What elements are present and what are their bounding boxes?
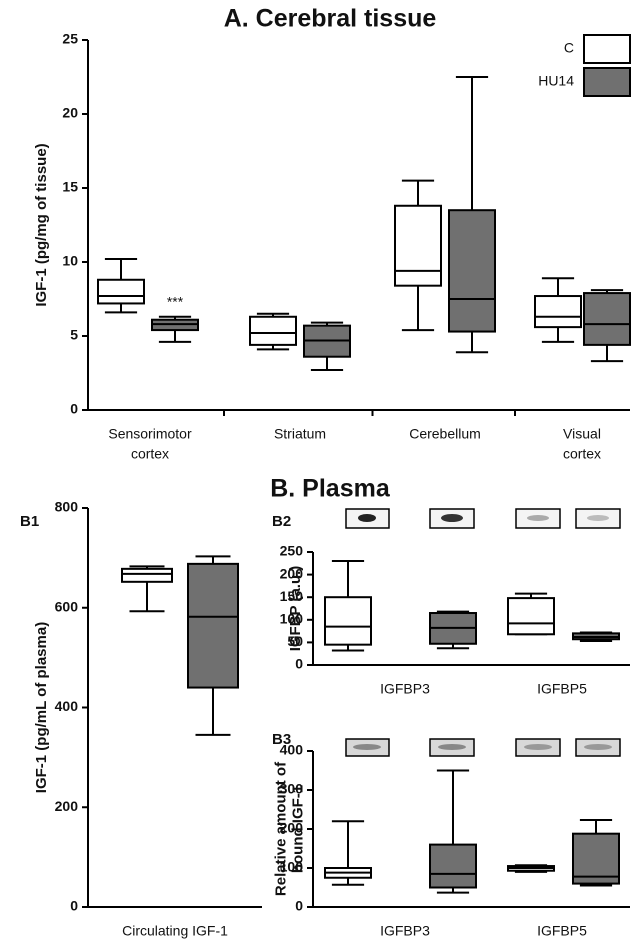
y-tick-label: 0: [70, 401, 78, 417]
y-tick-label: 0: [295, 656, 303, 672]
annotation: ***: [167, 293, 184, 309]
panel-label: B1: [20, 513, 39, 530]
y-tick-label: 300: [280, 781, 304, 797]
y-axis-label: bound IGF-1: [289, 785, 306, 873]
box: [572, 832, 620, 885]
box: [97, 278, 145, 305]
box: [429, 843, 477, 889]
panel-label: B2: [272, 513, 291, 530]
y-tick-label: 600: [55, 598, 79, 614]
y-tick-label: 20: [62, 105, 78, 121]
x-tick-label: Sensorimotor: [108, 426, 192, 442]
y-axis-label: IGFBP (a.u.): [287, 566, 304, 652]
box: [187, 562, 239, 689]
box: [121, 567, 173, 583]
y-tick-label: 0: [70, 898, 78, 914]
y-axis-label: IGF-1 (pg/mL of plasma): [33, 622, 50, 793]
y-tick-label: 25: [62, 31, 78, 47]
x-tick-label: Visual: [563, 426, 601, 442]
y-tick-label: 5: [70, 327, 78, 343]
x-tick-label: IGFBP3: [380, 923, 430, 939]
chart-title: A. Cerebral tissue: [224, 5, 437, 33]
box: [394, 204, 442, 287]
y-tick-label: 100: [280, 611, 304, 627]
y-axis-label: IGF-1 (pg/mg of tissue): [33, 143, 50, 306]
y-tick-label: 0: [295, 898, 303, 914]
box: [324, 596, 372, 646]
y-tick-label: 200: [55, 798, 79, 814]
y-tick-label: 150: [280, 588, 304, 604]
y-tick-label: 250: [280, 543, 304, 559]
x-tick-label: Cerebellum: [409, 426, 481, 442]
y-tick-label: 100: [280, 859, 304, 875]
y-axis-label: Relative amount of: [272, 761, 289, 896]
y-tick-label: 200: [280, 820, 304, 836]
y-tick-label: 10: [62, 253, 78, 269]
panel-label: B3: [272, 731, 291, 748]
x-tick-label: IGFBP3: [380, 681, 430, 697]
y-tick-label: 800: [55, 499, 79, 515]
legend-label: HU14: [538, 73, 574, 89]
x-tick-label: cortex: [131, 446, 169, 462]
box: [534, 295, 582, 329]
x-tick-label: Circulating IGF-1: [122, 923, 228, 939]
x-tick-label: IGFBP5: [537, 923, 587, 939]
box: [507, 597, 555, 636]
y-tick-label: 15: [62, 179, 78, 195]
y-tick-label: 50: [287, 633, 303, 649]
y-tick-label: 400: [280, 742, 304, 758]
x-tick-label: cortex: [563, 446, 601, 462]
box: [583, 292, 631, 346]
box: [249, 315, 297, 346]
legend-swatch: [583, 67, 631, 97]
y-tick-label: 400: [55, 698, 79, 714]
box: [448, 209, 496, 333]
x-tick-label: IGFBP5: [537, 681, 587, 697]
x-tick-label: Striatum: [274, 426, 326, 442]
y-tick-label: 200: [280, 565, 304, 581]
legend-swatch: [583, 34, 631, 64]
blot-strips: [345, 508, 621, 757]
legend-label: C: [564, 40, 574, 56]
section-title: B. Plasma: [270, 475, 391, 503]
